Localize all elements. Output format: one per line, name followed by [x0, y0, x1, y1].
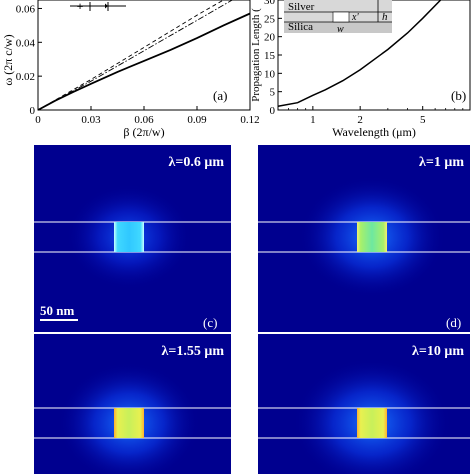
panel-a-x-tick-label: 0.06: [134, 114, 154, 126]
inset-metal-film: [284, 0, 392, 22]
panel-a-inset-diagram: + −: [70, 0, 126, 13]
panel-c-label: (c): [203, 315, 217, 330]
panel-a-y-tick-label: 0.04: [16, 37, 36, 49]
panel-a-y-axis-label: ω (2π c/w): [1, 34, 15, 85]
panel-a-series-line-dashdot: [37, 0, 233, 111]
lambda-label: λ=0.6 μm: [169, 155, 225, 170]
panel-b-y-tick-label: 30: [264, 0, 276, 7]
field-map-c: λ=0.6 μm 50 nm (c): [34, 145, 231, 332]
panel-b-y-tick-label: 25: [264, 13, 276, 25]
panel-b-x-axis-label: Wavelength (μm): [332, 125, 416, 139]
inset-h-label: h: [382, 11, 388, 23]
scale-bar-label: 50 nm: [40, 303, 74, 318]
inset-plus-label: +: [77, 0, 84, 13]
field-map-f: λ=10 μm: [258, 334, 470, 474]
lambda-label: λ=1 μm: [419, 155, 464, 170]
panel-a-series-line-solid: [37, 12, 251, 111]
lambda-label: λ=10 μm: [412, 344, 464, 359]
inset-silica-label: Silica: [288, 21, 313, 33]
panel-b-y-axis-label: Propagation Length (: [250, 8, 262, 102]
panel-b-x-tick-label: 1: [310, 114, 316, 126]
panel-a-y-tick-label: 0.02: [16, 71, 35, 83]
panel-a-y-tick-label: 0: [30, 105, 36, 117]
panel-a-y-tick-label: 0.06: [16, 3, 36, 15]
panel-b-x-tick-label: 2: [357, 114, 363, 126]
inset-w-label: w: [337, 24, 344, 35]
slot-field: [114, 222, 144, 252]
panel-b-y-tick-label: 20: [264, 32, 276, 44]
panel-a-x-axis-label: β (2π/w): [123, 125, 164, 139]
panel-a-x-tick-label: 0.12: [240, 114, 259, 126]
inset-minus-label: −: [112, 0, 119, 13]
field-map-d: λ=1 μm (d): [258, 145, 470, 332]
panel-a-x-tick-label: 0.09: [187, 114, 207, 126]
slot-field: [357, 408, 387, 438]
slot-field: [357, 222, 387, 252]
panel-b-y-tick-label: 10: [264, 68, 276, 80]
panel-b-label: (b): [451, 88, 466, 103]
panel-b-series: [277, 0, 442, 108]
panel-a-label: (a): [213, 88, 227, 103]
field-map-e: λ=1.55 μm: [34, 334, 231, 474]
panel-d-label: (d): [446, 315, 461, 330]
panel-a-x-tick-label: 0.03: [81, 114, 101, 126]
inset-x-label: x': [351, 12, 359, 23]
panel-a-series-line-dashed: [37, 0, 224, 111]
panel-a-ticks: 0 0.03 0.06 0.09 0.12 0 0.02 0.04 0.06: [16, 3, 260, 126]
panel-b-y-tick-label: 5: [270, 87, 276, 99]
inset-slot: [332, 11, 350, 23]
panel-b-y-tick-label: 0: [270, 105, 276, 117]
panel-a-x-tick-label: 0: [35, 114, 41, 126]
slot-field: [114, 408, 144, 438]
panel-b-y-tick-label: 15: [264, 50, 276, 62]
panel-a-series: [37, 0, 251, 111]
lambda-label: λ=1.55 μm: [162, 344, 225, 359]
panel-b-inset-schematic: Silver Silica w x' h: [284, 0, 392, 35]
inset-silver-label: Silver: [288, 1, 315, 13]
panel-b-x-tick-label: 5: [420, 114, 426, 126]
panel-a-dispersion-plot: 0 0.03 0.06 0.09 0.12 0 0.02 0.04 0.06 + − (a) β…: [1, 0, 260, 139]
panel-b-series-line: [277, 0, 442, 108]
